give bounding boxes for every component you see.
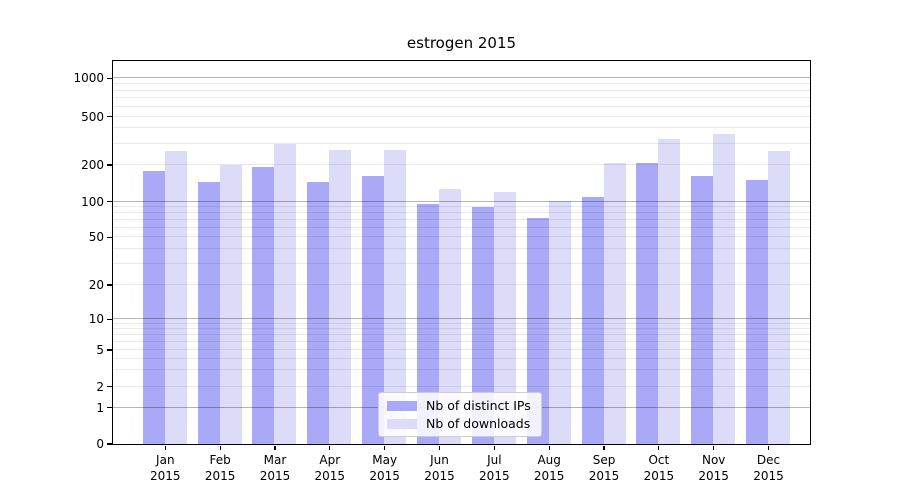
- y-tick-mark: [106, 386, 112, 388]
- bar-ips-sep: [581, 197, 604, 444]
- bar-ips-jan: [142, 170, 165, 444]
- bar-downloads-feb: [219, 165, 242, 444]
- bar-downloads-mar: [274, 144, 297, 444]
- y-tick-label-5: 5: [96, 343, 104, 357]
- gridline-600: [112, 105, 810, 107]
- y-tick-mark: [106, 407, 112, 409]
- y-tick-mark: [106, 318, 112, 320]
- bar-downloads-dec: [768, 150, 791, 444]
- y-tick-mark: [106, 284, 112, 286]
- x-tick-label-may: May 2015: [369, 453, 400, 483]
- x-tick-mark: [767, 445, 770, 450]
- chart-title: estrogen 2015: [406, 34, 517, 52]
- legend: Nb of distinct IPs Nb of downloads: [378, 392, 542, 437]
- y-tick-label-1: 1: [96, 400, 104, 415]
- bar-ips-jul: [471, 206, 494, 444]
- bar-downloads-jun: [439, 188, 461, 444]
- x-tick-mark: [274, 445, 276, 450]
- x-tick-label-sep: Sep 2015: [588, 453, 620, 483]
- gridline-300: [112, 142, 810, 144]
- x-tick-mark: [438, 445, 441, 450]
- x-tick-mark: [164, 445, 166, 450]
- y-tick-label-500: 500: [81, 109, 104, 124]
- y-tick-label-10: 10: [88, 312, 104, 327]
- x-tick-label-jun: Jun 2015: [424, 453, 455, 483]
- legend-label: Nb of distinct IPs: [426, 398, 531, 413]
- x-tick-label-jan: Jan 2015: [150, 453, 181, 483]
- x-tick-label-feb: Feb 2015: [204, 453, 236, 483]
- bar-downloads-may: [384, 149, 407, 444]
- bar-ips-mar: [252, 167, 275, 444]
- y-tick-mark: [106, 349, 112, 351]
- x-tick-label-mar: Mar 2015: [259, 453, 291, 483]
- x-tick-mark: [219, 445, 221, 450]
- x-tick-label-nov: Nov 2015: [698, 453, 729, 483]
- y-tick-mark: [106, 236, 112, 238]
- x-tick-label-aug: Aug 2015: [533, 453, 565, 483]
- y-tick-mark: [106, 201, 112, 203]
- y-tick-label-100: 100: [81, 194, 104, 209]
- legend-swatch-downloads: [387, 418, 417, 429]
- x-tick-mark: [548, 445, 550, 450]
- x-tick-mark: [713, 445, 715, 450]
- bar-ips-oct: [636, 163, 659, 444]
- bar-ips-apr: [307, 182, 330, 444]
- x-tick-mark: [329, 445, 331, 450]
- bar-downloads-nov: [713, 133, 736, 444]
- x-tick-label-jul: Jul 2015: [479, 453, 510, 483]
- gridline-400: [112, 127, 810, 129]
- gridline-800: [112, 89, 810, 91]
- x-tick-mark: [493, 445, 495, 450]
- legend-swatch-distinct-ips: [387, 400, 417, 411]
- bar-downloads-sep: [603, 163, 626, 444]
- bar-ips-dec: [746, 179, 769, 444]
- gridline-1000: [112, 77, 810, 79]
- gridline-500: [112, 115, 810, 117]
- legend-item-downloads: Nb of downloads: [387, 417, 531, 430]
- gridline-700: [112, 97, 810, 99]
- x-tick-mark: [384, 445, 386, 450]
- gridline-200: [112, 164, 810, 165]
- x-tick-label-dec: Dec 2015: [753, 453, 784, 483]
- y-tick-mark: [106, 77, 112, 79]
- y-tick-label-200: 200: [81, 158, 104, 172]
- bar-ips-feb: [197, 181, 220, 444]
- x-tick-mark: [658, 445, 660, 450]
- y-tick-label-50: 50: [88, 230, 104, 245]
- bar-downloads-aug: [548, 200, 571, 444]
- y-tick-label-20: 20: [88, 278, 104, 292]
- y-tick-label-1000: 1000: [73, 71, 104, 86]
- bar-ips-may: [362, 176, 385, 444]
- y-tick-mark: [106, 443, 112, 445]
- plot-area: [111, 59, 811, 445]
- y-tick-mark: [106, 116, 112, 118]
- bar-downloads-jan: [164, 151, 187, 444]
- y-tick-label-0: 0: [96, 437, 104, 451]
- bar-downloads-oct: [658, 138, 681, 444]
- bar-downloads-apr: [329, 149, 352, 444]
- legend-item-distinct-ips: Nb of distinct IPs: [387, 399, 531, 412]
- x-tick-label-apr: Apr 2015: [314, 453, 346, 483]
- legend-label: Nb of downloads: [426, 416, 531, 431]
- x-tick-mark: [603, 445, 605, 450]
- gridline-900: [112, 83, 810, 85]
- y-tick-mark: [106, 164, 112, 166]
- y-tick-label-2: 2: [96, 379, 104, 394]
- bar-downloads-jul: [493, 192, 516, 444]
- bar-ips-aug: [526, 218, 549, 444]
- x-tick-label-oct: Oct 2015: [643, 453, 675, 483]
- bar-ips-jun: [417, 203, 439, 444]
- bar-ips-nov: [691, 175, 714, 444]
